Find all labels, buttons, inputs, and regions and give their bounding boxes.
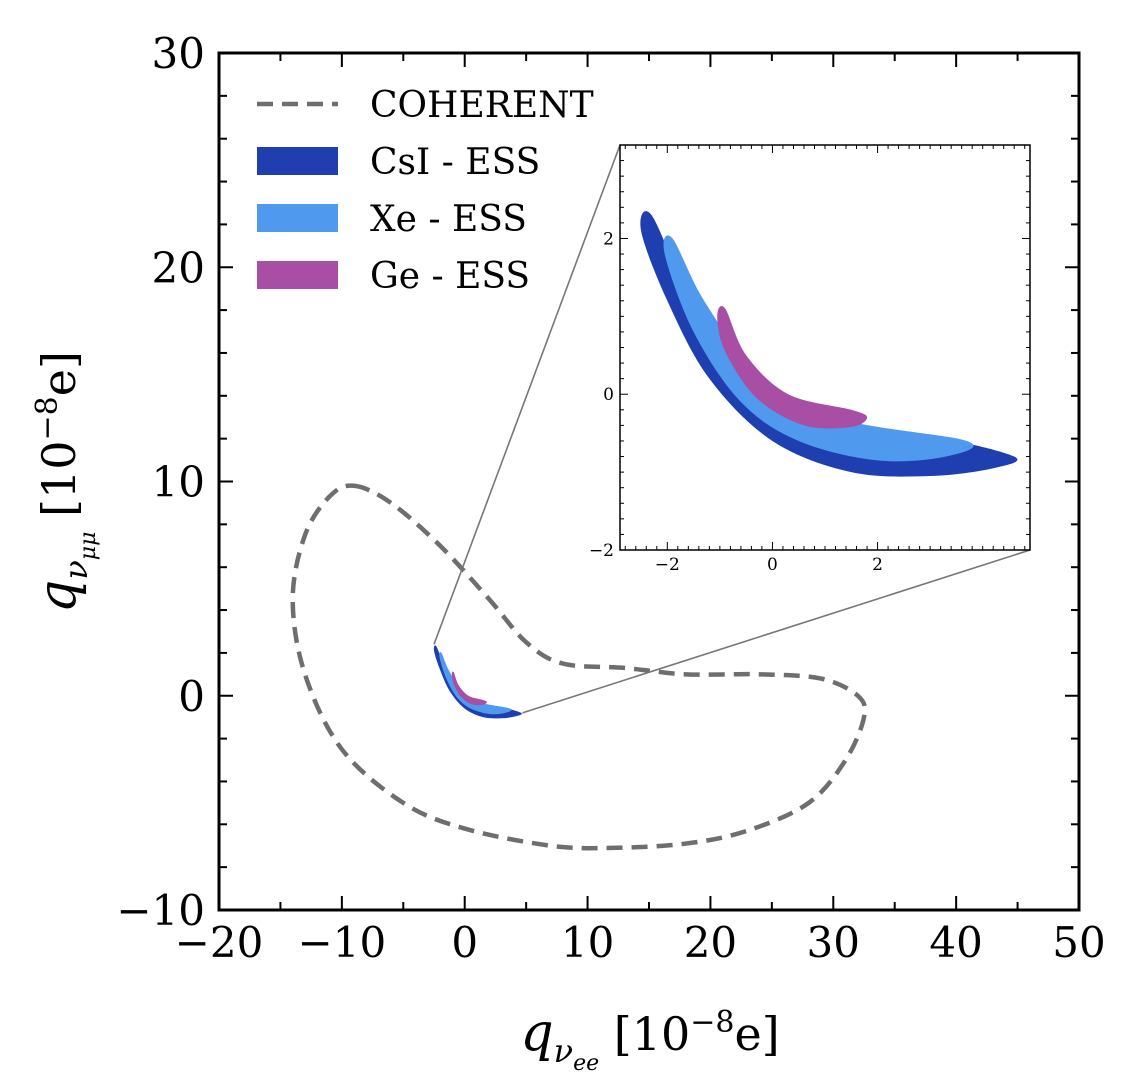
y-tick-label: 20 <box>152 243 205 292</box>
legend-label: COHERENT <box>370 85 594 126</box>
legend-swatch-fill <box>257 147 338 175</box>
inset-y-tick-label: 2 <box>603 229 614 249</box>
series-coherent-contour <box>290 483 868 851</box>
zoom-connector-lines <box>433 144 1031 714</box>
main-plot-area <box>290 483 868 851</box>
x-tick-label: −10 <box>298 918 387 967</box>
legend-item-xe-ess: Xe - ESS <box>257 199 527 240</box>
y-tick-label: 0 <box>178 672 205 721</box>
x-tick-label: 40 <box>929 918 982 967</box>
legend-item-csi-ess: CsI - ESS <box>257 142 540 183</box>
zoom-line-upper <box>433 144 621 645</box>
x-tick-label: 10 <box>561 918 614 967</box>
inset-x-tick-label: −2 <box>655 555 680 575</box>
y-tick-label: 30 <box>152 29 205 78</box>
inset-y-tick-label: −2 <box>589 541 614 561</box>
inset-tick-labels: −2 0 2 −2 0 2 <box>589 229 883 575</box>
legend-item-ge-ess: Ge - ESS <box>257 256 530 297</box>
x-tick-label: 30 <box>807 918 860 967</box>
x-axis-label: qνee [10−8e] <box>520 1003 779 1076</box>
inset-series-ge-ess-region <box>717 306 868 429</box>
inset-x-tick-label: 0 <box>767 555 778 575</box>
y-tick-label: 10 <box>152 458 205 507</box>
legend-swatch-fill <box>257 204 338 232</box>
legend-label: CsI - ESS <box>370 142 540 183</box>
zoom-line-lower <box>522 549 1031 714</box>
main-ticks <box>218 52 1080 911</box>
inset-y-tick-label: 0 <box>603 385 614 405</box>
y-axis-label: qνμμ [10−8e] <box>28 351 101 613</box>
inset-ticks <box>620 144 1030 551</box>
x-tick-label: −20 <box>175 918 264 967</box>
legend-label: Ge - ESS <box>370 256 530 297</box>
y-tick-label: −10 <box>116 886 205 935</box>
legend: COHERENT CsI - ESS Xe - ESS Ge - ESS <box>257 85 594 297</box>
x-tick-label: 0 <box>451 918 478 967</box>
legend-label: Xe - ESS <box>370 199 527 240</box>
inset-x-tick-label: 2 <box>872 555 883 575</box>
legend-swatch-fill <box>257 261 338 289</box>
x-tick-label: 20 <box>684 918 737 967</box>
inset-background <box>620 145 1030 550</box>
legend-item-coherent: COHERENT <box>257 85 594 126</box>
series-ge-ess-region <box>451 671 487 706</box>
x-tick-label: 50 <box>1052 918 1105 967</box>
inset-plot-area <box>640 211 1018 477</box>
